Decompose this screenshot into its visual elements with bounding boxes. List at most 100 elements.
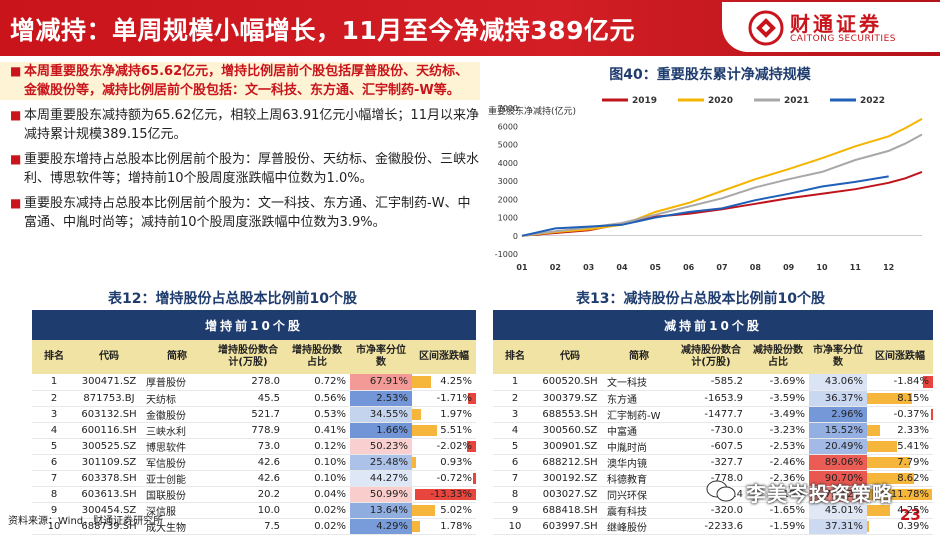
- col-pb: 市净率分位数: [809, 340, 867, 374]
- watermark-text: 李美岑投资策略: [746, 482, 893, 506]
- x-tick-label: 04: [616, 263, 628, 272]
- cell-rank: 9: [493, 502, 537, 519]
- cell-ratio: -2.36%: [747, 470, 809, 487]
- cell-ratio: -1.59%: [747, 518, 809, 535]
- cell-name: 科德教育: [603, 470, 675, 487]
- cell-code: 871753.BJ: [76, 390, 142, 407]
- cell-shares: -327.7: [675, 454, 747, 471]
- chg-value: -13.33%: [430, 488, 472, 500]
- cell-shares: 42.6: [212, 454, 284, 471]
- chg-value: -2.02%: [436, 440, 472, 452]
- cell-pb: 43.06%: [809, 374, 867, 391]
- cell-chg: 11.78%: [867, 486, 933, 503]
- cell-code: 300471.SZ: [76, 374, 142, 391]
- cell-name: 中富通: [603, 422, 675, 439]
- cell-name: 金徽股份: [142, 406, 212, 423]
- table13-header-row: 排名 代码 简称 减持股份数合计(万股) 减持股份数占比 市净率分位数 区间涨跌…: [493, 340, 933, 374]
- chg-bar: [412, 424, 438, 436]
- cell-rank: 3: [493, 406, 537, 423]
- wechat-icon: [706, 480, 736, 502]
- cell-pb: 34.55%: [350, 406, 412, 423]
- line-chart: 重要股东净减持(亿元) -1000 0 1000 2000 3000 4000 5000 600…: [482, 86, 934, 276]
- cell-shares: 778.9: [212, 422, 284, 439]
- table-row: 7 300192.SZ 科德教育 -778.0 -2.36% 90.70% 8.62%: [493, 470, 933, 487]
- cell-ratio: 0.41%: [284, 422, 350, 439]
- chg-bar: [415, 488, 476, 500]
- cell-shares: 42.6: [212, 470, 284, 487]
- cell-shares: 7.5: [212, 518, 284, 535]
- cell-pb: 50.23%: [350, 438, 412, 455]
- chg-value: -0.72%: [436, 472, 472, 484]
- cell-rank: 9: [32, 502, 76, 519]
- cell-chg: -13.33%: [412, 486, 476, 503]
- cell-rank: 4: [493, 422, 537, 439]
- series-line-2021: [521, 133, 923, 237]
- cell-name: 厚普股份: [142, 374, 212, 391]
- cell-chg: 0.39%: [867, 518, 933, 535]
- chg-value: 5.02%: [440, 504, 472, 516]
- col-name: 简称: [142, 340, 212, 374]
- cell-rank: 1: [32, 374, 76, 391]
- table-row: 1 300471.SZ 厚普股份 278.0 0.72% 67.91% 4.25%: [32, 374, 476, 391]
- chg-value: 5.41%: [897, 440, 929, 452]
- table-increase: 增持前10个股 排名 代码 简称 增持股份数合计(万股) 增持股份数占比 市净率…: [32, 310, 476, 535]
- chg-bar: [867, 472, 915, 484]
- cell-ratio: 0.56%: [284, 390, 350, 407]
- table-row: 5 300901.SZ 中胤时尚 -607.5 -2.53% 20.49% 5.41%: [493, 438, 933, 455]
- x-tick-label: 02: [550, 263, 561, 272]
- y-tick-label: 5000: [498, 141, 518, 150]
- table-row: 5 300525.SZ 博思软件 73.0 0.12% 50.23% -2.02%: [32, 438, 476, 455]
- chg-bar: [867, 504, 891, 516]
- chg-value: 4.25%: [897, 504, 929, 516]
- chg-value: -1.84%: [893, 376, 929, 388]
- y-tick-label: 0: [513, 232, 518, 241]
- cell-pb: 4.29%: [350, 518, 412, 535]
- cell-pb: 13.64%: [350, 502, 412, 519]
- chg-value: 1.97%: [440, 408, 472, 420]
- chg-bar: [412, 520, 421, 532]
- cell-chg: -1.84%: [867, 374, 933, 391]
- chg-value: 1.78%: [440, 520, 472, 532]
- chg-bar: [412, 408, 421, 420]
- y-tick-label: 7000: [498, 104, 518, 113]
- cell-ratio: 0.04%: [284, 486, 350, 503]
- cell-ratio: -3.69%: [747, 374, 809, 391]
- table-row: 3 688553.SH 汇宇制药-W -1477.7 -3.49% 2.96% -0.37%: [493, 406, 933, 423]
- y-tick-label: 3000: [498, 177, 518, 186]
- col-ratio: 减持股份数占比: [747, 340, 809, 374]
- chg-bar: [412, 376, 432, 388]
- col-rank: 排名: [493, 340, 537, 374]
- cell-name: 亚士创能: [142, 470, 212, 487]
- table-decrease: 减持前10个股 排名 代码 简称 减持股份数合计(万股) 减持股份数占比 市净率…: [493, 310, 933, 535]
- cell-ratio: 0.10%: [284, 454, 350, 471]
- cell-ratio: 0.02%: [284, 518, 350, 535]
- cell-pb: 50.99%: [350, 486, 412, 503]
- bullet-item: ■ 本周重要股东减持额为65.62亿元，相较上周63.91亿元小幅增长；11月以来…: [10, 108, 479, 142]
- table13-caption: 减持前10个股: [493, 310, 933, 340]
- x-tick-label: 12: [883, 263, 894, 272]
- col-chg: 区间涨跌幅: [867, 340, 933, 374]
- cell-code: 300192.SZ: [537, 470, 603, 487]
- bullet-square-icon: ■: [10, 108, 22, 122]
- cell-name: 继峰股份: [603, 518, 675, 535]
- bullet-square-icon: ■: [10, 152, 22, 166]
- cell-code: 603613.SH: [76, 486, 142, 503]
- watermark: 李美岑投资策略: [706, 474, 932, 508]
- cell-rank: 8: [32, 486, 76, 503]
- chg-value: 8.15%: [897, 392, 929, 404]
- logo-text-cn: 财通证券: [790, 12, 882, 36]
- cell-name: 震有科技: [603, 502, 675, 519]
- page-number: 23: [900, 506, 921, 524]
- cell-shares: 73.0: [212, 438, 284, 455]
- cell-code: 300379.SZ: [537, 390, 603, 407]
- table-row: 2 871753.BJ 天纺标 45.5 0.56% 2.53% -1.71%: [32, 390, 476, 407]
- chg-bar: [867, 440, 897, 452]
- cell-ratio: 0.10%: [284, 470, 350, 487]
- chg-value: -0.37%: [893, 408, 929, 420]
- cell-ratio: 0.53%: [284, 406, 350, 423]
- cell-rank: 6: [493, 454, 537, 471]
- chg-bar: [468, 392, 476, 404]
- cell-shares: -1477.7: [675, 406, 747, 423]
- chg-value: 8.62%: [897, 472, 929, 484]
- cell-chg: 1.97%: [412, 406, 476, 423]
